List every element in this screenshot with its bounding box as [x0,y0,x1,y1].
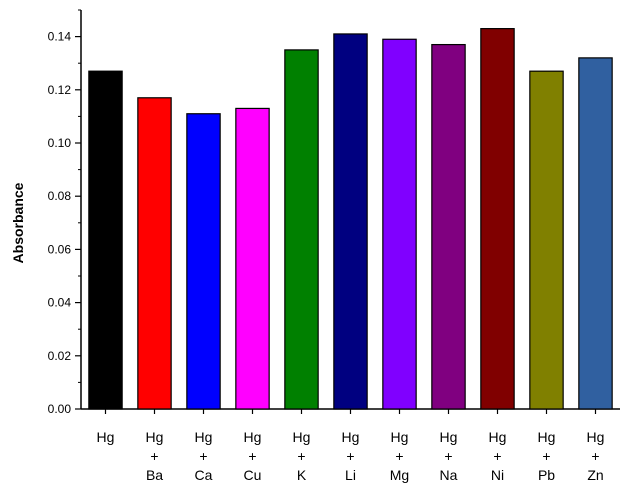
x-tick-label: + [346,448,354,464]
y-tick-label: 0.08 [48,189,72,203]
y-tick-label: 0.02 [48,349,72,363]
x-tick-label: Hg [97,429,115,445]
x-tick-label: Zn [587,467,603,483]
y-tick-label: 0.04 [48,296,72,310]
x-tick-label: Pb [538,467,555,483]
x-tick-label: + [444,448,452,464]
x-tick-label: Hg [538,429,556,445]
x-axis [81,408,620,414]
x-tick-label: + [150,448,158,464]
y-tick-label: 0.10 [48,136,72,150]
x-tick-label: Hg [440,429,458,445]
x-tick-label: Na [440,467,458,483]
x-tick-label: Li [345,467,356,483]
x-tick-label: Hg [293,429,311,445]
x-tick-label: + [297,448,305,464]
bar [578,57,613,410]
x-tick-label: Ca [195,467,213,483]
bar [529,70,564,410]
bar [137,97,172,410]
x-tick-label: Hg [146,429,164,445]
x-tick-label: Hg [587,429,605,445]
bar [235,107,270,410]
x-tick-label: + [199,448,207,464]
x-tick-label: + [591,448,599,464]
x-tick-label: + [493,448,501,464]
bar [284,49,319,410]
x-tick-label: Cu [244,467,262,483]
x-tick-label: + [395,448,403,464]
x-tick-labels: Hg Hg + Ba Hg + Ca Hg + Cu Hg + K Hg + Li Hg + Mg Hg + Na Hg + N… [97,429,605,483]
x-tick-label: Mg [390,467,409,483]
x-tick-label: Hg [391,429,409,445]
x-tick-label: Hg [244,429,262,445]
x-tick-label: Hg [195,429,213,445]
x-tick-label: Hg [489,429,507,445]
x-tick-label: Ba [146,467,163,483]
bar [480,28,515,410]
x-tick-label: Ni [491,467,504,483]
y-tick-label: 0.14 [48,30,72,44]
y-tick-label: 0.06 [48,242,72,256]
bars [88,28,613,410]
x-tick-label: K [297,467,307,483]
y-tick-label: 0.12 [48,83,72,97]
x-tick-label: + [542,448,550,464]
bar [431,43,466,410]
y-tick-label: 0.00 [48,402,72,416]
x-tick-label: + [248,448,256,464]
bar [186,113,221,410]
x-tick-label: Hg [342,429,360,445]
bar [88,70,123,410]
y-axis-title: Absorbance [10,182,26,263]
bar [333,33,368,410]
y-axis: 0.00 0.02 0.04 0.06 0.08 0.10 0.12 0.14 [48,9,82,416]
bar [382,38,417,410]
